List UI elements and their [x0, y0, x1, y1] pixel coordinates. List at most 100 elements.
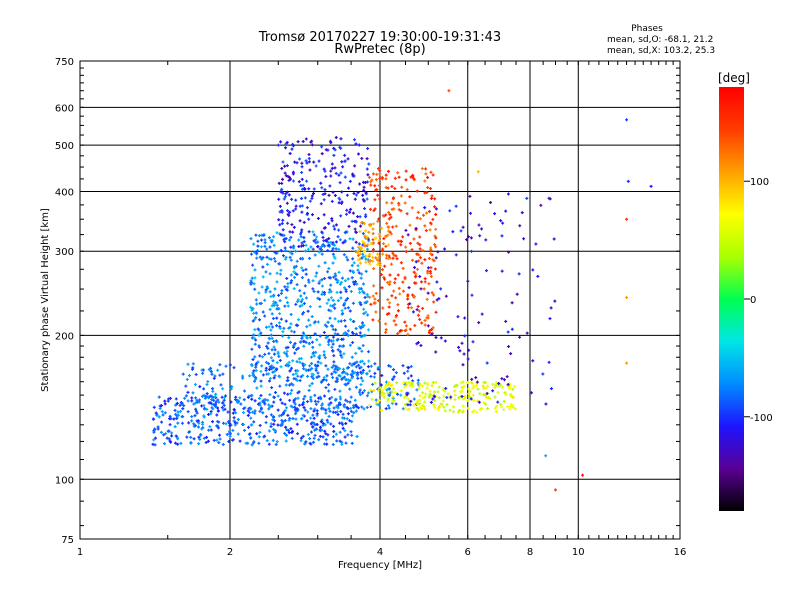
data-point — [259, 238, 263, 242]
data-point — [317, 281, 321, 285]
data-point — [236, 432, 240, 436]
data-point — [313, 428, 317, 432]
data-point — [649, 184, 653, 188]
data-point — [404, 383, 408, 387]
data-point — [294, 348, 298, 352]
x-tick-label: 16 — [674, 547, 687, 558]
data-point — [344, 378, 348, 382]
data-point — [286, 345, 290, 349]
data-point — [217, 420, 221, 424]
data-point — [311, 279, 315, 283]
data-point — [501, 221, 505, 225]
data-point — [261, 373, 265, 377]
data-point — [342, 370, 346, 374]
data-point — [212, 398, 216, 402]
data-point — [356, 258, 360, 262]
data-point — [298, 379, 302, 383]
data-point — [163, 399, 167, 403]
data-point — [211, 420, 215, 424]
data-point — [348, 378, 352, 382]
data-point — [257, 441, 261, 445]
data-point — [460, 394, 464, 398]
data-point — [383, 386, 387, 390]
data-point — [401, 289, 405, 293]
data-point — [310, 315, 314, 319]
data-point — [356, 406, 360, 410]
data-point — [377, 261, 381, 265]
data-point — [292, 400, 296, 404]
data-point — [356, 190, 360, 194]
data-point — [349, 289, 353, 293]
data-point — [186, 410, 190, 414]
data-point — [441, 399, 445, 403]
data-point — [282, 412, 286, 416]
data-point — [359, 276, 363, 280]
data-point — [416, 259, 420, 263]
data-point — [318, 434, 322, 438]
data-point — [319, 397, 323, 401]
data-point — [472, 384, 476, 388]
data-point — [283, 195, 287, 199]
data-point — [404, 178, 408, 182]
data-point — [354, 142, 358, 146]
data-point — [302, 291, 306, 295]
data-point — [365, 394, 369, 398]
data-point — [304, 243, 308, 247]
data-point — [625, 296, 629, 300]
data-point — [346, 277, 350, 281]
data-point — [334, 411, 338, 415]
data-point — [426, 291, 430, 295]
data-point — [271, 370, 275, 374]
data-point — [343, 319, 347, 323]
data-point — [327, 193, 331, 197]
data-point — [345, 399, 349, 403]
data-point — [415, 406, 419, 410]
data-point — [312, 289, 316, 293]
data-point — [381, 247, 385, 251]
data-point — [371, 318, 375, 322]
data-point — [414, 227, 418, 231]
data-point — [232, 407, 236, 411]
data-point — [211, 407, 215, 411]
data-point — [392, 368, 396, 372]
data-point — [360, 349, 364, 353]
data-point — [259, 369, 263, 373]
data-point — [341, 241, 345, 245]
data-point — [279, 413, 283, 417]
data-point — [269, 294, 273, 298]
data-point — [194, 424, 198, 428]
data-point — [290, 329, 294, 333]
data-point — [356, 215, 360, 219]
data-point — [294, 198, 298, 202]
data-point — [206, 380, 210, 384]
data-point — [426, 266, 430, 270]
data-point — [234, 411, 238, 415]
data-point — [375, 172, 379, 176]
data-point — [220, 406, 224, 410]
data-point — [365, 254, 369, 258]
data-point — [326, 420, 330, 424]
data-point — [406, 376, 410, 380]
data-point — [399, 240, 403, 244]
data-point — [333, 166, 337, 170]
data-point — [327, 222, 331, 226]
data-point — [434, 227, 438, 231]
data-point — [405, 393, 409, 397]
data-point — [405, 212, 409, 216]
data-point — [348, 419, 352, 423]
data-point — [330, 162, 334, 166]
data-point — [275, 361, 279, 365]
data-point — [280, 181, 284, 185]
data-point — [167, 437, 171, 441]
data-point — [284, 296, 288, 300]
data-point — [308, 168, 312, 172]
data-point — [358, 261, 362, 265]
data-point — [264, 415, 268, 419]
data-point — [433, 267, 437, 271]
data-point — [331, 443, 335, 447]
data-point — [291, 359, 295, 363]
data-point — [376, 252, 380, 256]
data-point — [314, 164, 318, 168]
data-point — [316, 320, 320, 324]
data-point — [286, 364, 290, 368]
